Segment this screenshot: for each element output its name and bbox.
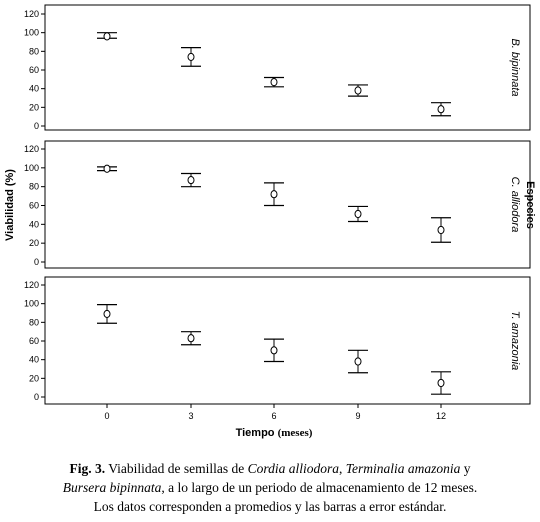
- caption-text-3: , a lo largo de un periodo de almacenami…: [161, 480, 478, 495]
- y-tick-label: 20: [29, 373, 39, 383]
- panel-species-label: B. bipinnata: [509, 38, 521, 96]
- y-tick-label: 40: [29, 219, 39, 229]
- y-tick-label: 0: [34, 257, 39, 267]
- y-tick-label: 60: [29, 336, 39, 346]
- mean-point: [437, 225, 445, 235]
- mean-point: [103, 32, 111, 41]
- x-tick-label: 9: [355, 411, 360, 421]
- y-tick-label: 0: [34, 392, 39, 402]
- y-axis-title: Viabilidad (%): [4, 169, 16, 241]
- mean-point: [354, 357, 362, 366]
- x-tick-label: 12: [436, 411, 446, 421]
- mean-point: [187, 52, 195, 62]
- y-tick-label: 100: [24, 299, 39, 309]
- y-tick-label: 80: [29, 46, 39, 56]
- y-tick-label: 20: [29, 102, 39, 112]
- caption-line-1: Fig. 3. Viabilidad de semillas de Cordia…: [0, 459, 540, 478]
- mean-point: [103, 309, 111, 319]
- y-tick-label: 120: [24, 280, 39, 290]
- mean-point: [187, 334, 195, 343]
- x-tick-label: 3: [188, 411, 193, 421]
- x-tick-label: 6: [271, 411, 276, 421]
- y-tick-label: 100: [24, 163, 39, 173]
- caption-species-1: Cordia alliodora: [247, 461, 340, 476]
- y-tick-label: 40: [29, 355, 39, 365]
- mean-point: [103, 164, 111, 173]
- mean-point: [270, 78, 278, 87]
- panel-species-label: T. amazonia: [509, 311, 521, 371]
- caption-text-2: y: [463, 461, 471, 476]
- y-tick-label: 60: [29, 201, 39, 211]
- mean-point: [270, 346, 278, 355]
- y-tick-label: 120: [24, 144, 39, 154]
- caption-line-2: Bursera bipinnata, a lo largo de un peri…: [0, 478, 540, 497]
- facet-title: Especies: [524, 181, 536, 229]
- y-tick-label: 0: [34, 121, 39, 131]
- panel-frame: [44, 140, 531, 269]
- y-tick-label: 60: [29, 65, 39, 75]
- x-axis-title-main: Tiempo: [236, 427, 278, 439]
- mean-point: [354, 86, 362, 95]
- caption-line-3: Los datos corresponden a promedios y las…: [93, 499, 447, 514]
- caption-species-2: Terminalia amazonia: [345, 461, 461, 476]
- figure-caption: Fig. 3. Viabilidad de semillas de Cordia…: [0, 459, 540, 516]
- panel-frame: [44, 276, 531, 405]
- mean-point: [187, 175, 195, 185]
- y-tick-label: 80: [29, 182, 39, 192]
- caption-species-3: Bursera bipinnata: [62, 480, 162, 495]
- caption-text-1: Viabilidad de semillas de: [108, 461, 245, 476]
- panel-frame: [44, 4, 531, 131]
- mean-point: [437, 105, 445, 114]
- y-tick-label: 40: [29, 84, 39, 94]
- y-tick-label: 100: [24, 28, 39, 38]
- caption-sep-1: ,: [339, 461, 343, 476]
- mean-point: [270, 190, 278, 199]
- panel-species-label: C. alliodora: [509, 177, 521, 233]
- mean-point: [437, 378, 445, 388]
- y-tick-label: 80: [29, 317, 39, 327]
- caption-label: Fig. 3.: [69, 461, 106, 476]
- mean-point: [354, 209, 362, 219]
- y-tick-label: 20: [29, 238, 39, 248]
- y-tick-label: 120: [24, 9, 39, 19]
- x-axis-title: Tiempo (meses): [236, 427, 313, 439]
- x-tick-label: 0: [104, 411, 109, 421]
- x-axis-title-unit: (meses): [278, 427, 313, 439]
